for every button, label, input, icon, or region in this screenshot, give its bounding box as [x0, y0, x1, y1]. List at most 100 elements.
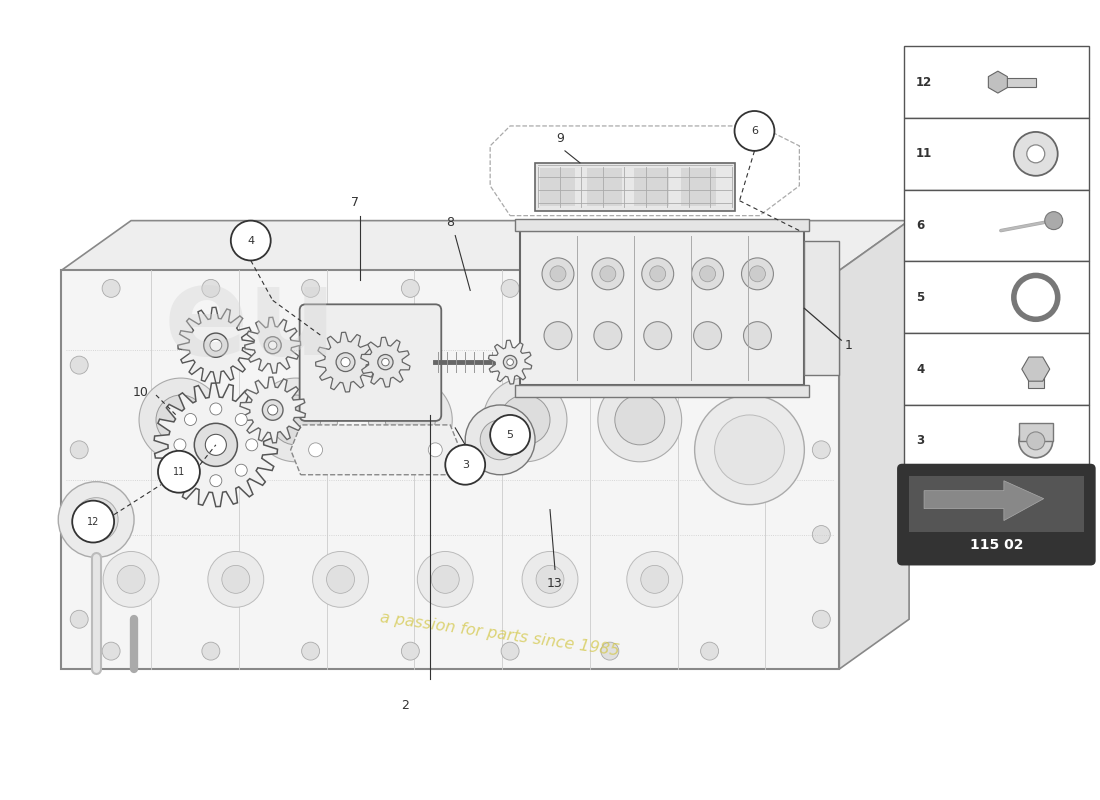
Bar — [515, 385, 810, 397]
Circle shape — [271, 395, 320, 445]
Bar — [998, 78, 1036, 86]
Circle shape — [245, 439, 257, 451]
Circle shape — [598, 378, 682, 462]
FancyBboxPatch shape — [898, 465, 1094, 565]
Text: 115 02: 115 02 — [969, 538, 1023, 553]
Circle shape — [210, 474, 222, 486]
Circle shape — [341, 358, 350, 366]
Circle shape — [615, 395, 664, 445]
Polygon shape — [154, 383, 277, 506]
Text: 3: 3 — [916, 434, 924, 447]
Circle shape — [644, 322, 672, 350]
Bar — [904, 46, 1089, 118]
Circle shape — [522, 551, 578, 607]
Bar — [520, 230, 804, 385]
Circle shape — [210, 339, 222, 351]
FancyBboxPatch shape — [299, 304, 441, 421]
Bar — [904, 190, 1089, 262]
Polygon shape — [245, 318, 300, 373]
Circle shape — [382, 358, 389, 366]
Circle shape — [70, 526, 88, 543]
Circle shape — [156, 395, 206, 445]
Circle shape — [208, 551, 264, 607]
Polygon shape — [488, 340, 531, 384]
Bar — [587, 168, 621, 206]
Circle shape — [185, 414, 197, 426]
Circle shape — [70, 356, 88, 374]
Circle shape — [58, 482, 134, 558]
Circle shape — [694, 395, 804, 505]
Text: 6: 6 — [751, 126, 758, 136]
Circle shape — [231, 221, 271, 261]
Circle shape — [592, 258, 624, 290]
Bar — [904, 334, 1089, 405]
Polygon shape — [62, 221, 909, 270]
Circle shape — [102, 279, 120, 298]
Circle shape — [735, 111, 774, 151]
Text: 9: 9 — [556, 132, 564, 145]
Circle shape — [812, 526, 830, 543]
Text: 5: 5 — [916, 291, 924, 304]
Circle shape — [402, 642, 419, 660]
Circle shape — [692, 258, 724, 290]
Circle shape — [500, 395, 550, 445]
Circle shape — [1014, 132, 1058, 176]
Bar — [1027, 369, 1044, 388]
Circle shape — [465, 405, 535, 474]
Circle shape — [483, 378, 566, 462]
Text: 5: 5 — [507, 430, 514, 440]
Circle shape — [222, 566, 250, 594]
Circle shape — [812, 356, 830, 374]
Circle shape — [701, 642, 718, 660]
Text: 11: 11 — [916, 147, 933, 160]
Polygon shape — [361, 338, 410, 387]
Text: 7: 7 — [352, 196, 360, 209]
Circle shape — [701, 279, 718, 298]
Text: a passion for parts since 1985: a passion for parts since 1985 — [379, 610, 620, 658]
Circle shape — [70, 610, 88, 628]
Text: 1: 1 — [845, 338, 853, 352]
Circle shape — [202, 279, 220, 298]
Text: 11: 11 — [173, 466, 185, 477]
Polygon shape — [62, 270, 839, 669]
Circle shape — [812, 441, 830, 458]
Circle shape — [749, 266, 766, 282]
Circle shape — [263, 400, 283, 420]
Polygon shape — [1022, 357, 1049, 381]
Text: 4: 4 — [248, 235, 254, 246]
Circle shape — [301, 642, 320, 660]
Circle shape — [1026, 145, 1045, 163]
Circle shape — [715, 415, 784, 485]
Circle shape — [694, 322, 722, 350]
Polygon shape — [316, 332, 375, 392]
Bar — [904, 262, 1089, 334]
Circle shape — [1026, 432, 1045, 450]
Text: 6: 6 — [916, 219, 924, 232]
Bar — [904, 405, 1089, 477]
Bar — [909, 476, 1084, 531]
Text: 3: 3 — [462, 460, 469, 470]
Circle shape — [117, 566, 145, 594]
Bar — [904, 118, 1089, 190]
Circle shape — [641, 566, 669, 594]
Circle shape — [402, 279, 419, 298]
Circle shape — [185, 464, 197, 476]
Text: 13: 13 — [547, 578, 563, 590]
Circle shape — [204, 333, 228, 358]
Circle shape — [174, 439, 186, 451]
Circle shape — [235, 464, 248, 476]
Circle shape — [385, 395, 436, 445]
Circle shape — [428, 443, 442, 457]
Bar — [1019, 423, 1053, 441]
Bar — [681, 168, 716, 206]
Text: 2: 2 — [402, 699, 409, 712]
Bar — [634, 168, 669, 206]
Circle shape — [744, 322, 771, 350]
Text: 4: 4 — [916, 362, 924, 376]
Circle shape — [741, 258, 773, 290]
Circle shape — [650, 266, 666, 282]
Polygon shape — [989, 71, 1008, 93]
Text: eu: eu — [164, 260, 338, 381]
Circle shape — [268, 341, 277, 350]
Bar — [535, 163, 735, 210]
